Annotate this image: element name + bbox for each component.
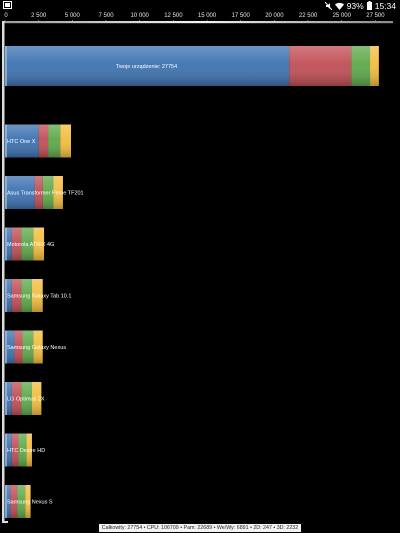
bar-label: LG Optimus 2X — [7, 397, 45, 403]
bar-edge — [5, 485, 7, 518]
x-tick-label: 15 000 — [198, 13, 217, 19]
x-tick-label: 20 000 — [265, 13, 284, 19]
bar-gloss — [5, 485, 31, 518]
screen-capture-icon — [3, 1, 12, 9]
wifi-icon — [334, 2, 344, 10]
bar-label: Motorola ATRIX 4G — [7, 242, 54, 248]
status-bar: 93% 15:34 — [0, 0, 400, 11]
mute-icon — [324, 1, 332, 10]
score-summary: Całkowity: 27754 • CPU: 106709 • Pam: 22… — [99, 524, 301, 532]
battery-percent: 93% — [346, 0, 364, 11]
x-tick-label: 0 — [4, 13, 8, 19]
y-axis-foot — [2, 521, 8, 523]
bar-label: Samsung Galaxy Tab 10.1 — [7, 294, 71, 300]
x-tick-label: 27 500 — [366, 13, 385, 19]
bar-gloss — [5, 124, 72, 158]
x-tick-label: 7 500 — [99, 13, 115, 19]
bar-edge — [5, 124, 7, 158]
bar-edge — [5, 279, 7, 312]
x-tick-label: 22 500 — [299, 13, 318, 19]
x-tick-label: 17 500 — [232, 13, 251, 19]
bar-label: HTC One X — [7, 139, 36, 145]
x-tick-label: 25 000 — [333, 13, 352, 19]
bar-gloss — [5, 433, 32, 467]
bar-gloss — [5, 227, 45, 261]
bar-label: Samsung Galaxy Nexus — [7, 345, 66, 351]
bar-gloss — [5, 279, 43, 312]
y-axis-rail — [2, 21, 5, 523]
bar-gloss — [5, 330, 43, 364]
bar-label: HTC Desire HD — [7, 448, 45, 454]
bar-label: Asus Transformer Prime TF201 — [7, 191, 84, 197]
bar-edge — [5, 382, 7, 415]
benchmark-chart: 0 2 500 5 000 7 500 10 000 12 500 15 000 17 500… — [2, 13, 393, 523]
bar-label: Twoje urządzenie: 27754 — [116, 64, 177, 70]
bar-label: Samsung Nexus S — [7, 500, 53, 506]
bar-edge — [5, 46, 7, 86]
bar-edge — [5, 227, 7, 261]
bar-edge — [5, 176, 7, 209]
bar-edge — [5, 433, 7, 467]
bar-gloss — [5, 382, 42, 415]
bar-gloss — [5, 176, 63, 209]
bar-edge — [5, 330, 7, 364]
bar-gloss — [5, 46, 379, 86]
x-tick-label: 10 000 — [131, 13, 150, 19]
x-tick-label: 2 500 — [31, 13, 47, 19]
clock: 15:34 — [374, 0, 396, 11]
x-tick-label: 12 500 — [164, 13, 183, 19]
x-axis-rail — [3, 21, 393, 24]
x-tick-label: 5 000 — [65, 13, 81, 19]
battery-icon — [366, 1, 372, 10]
